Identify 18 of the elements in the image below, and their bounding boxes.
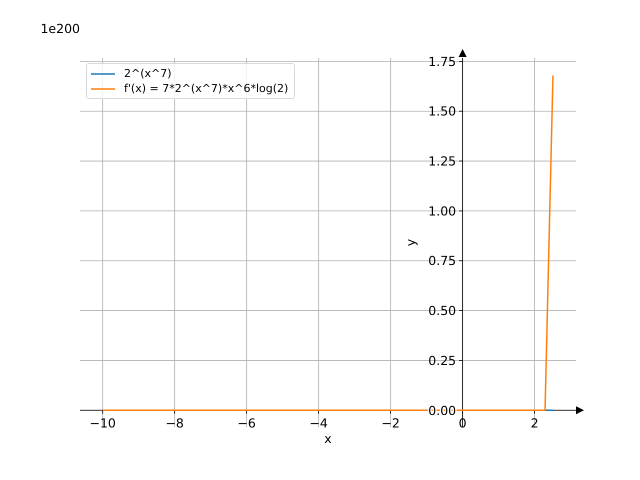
- x-tick-label: −6: [237, 415, 256, 430]
- y-axis-title: y: [403, 238, 418, 246]
- x-tick-label: 2: [530, 415, 539, 430]
- text: 1e200: [40, 21, 80, 36]
- legend-label: f'(x) = 7*2^(x^7)*x^6*log(2): [124, 81, 288, 96]
- y-tick-label: 0.50: [428, 303, 456, 318]
- y-tick-label: 1.25: [428, 154, 456, 169]
- x-tick-label: −8: [165, 415, 184, 430]
- x-tick-label: −4: [309, 415, 328, 430]
- x-tick-label: −10: [89, 415, 116, 430]
- y-tick-label: 1.00: [428, 203, 456, 218]
- y-tick-label: 0.25: [428, 352, 456, 368]
- legend-label: 2^(x^7): [124, 66, 172, 81]
- y-tick-label: 0.75: [428, 253, 456, 268]
- y-tick-label: 1.50: [428, 104, 456, 119]
- x-tick-label: −2: [381, 415, 400, 430]
- y-tick-label: 1.75: [428, 54, 456, 69]
- x-axis-title: x: [324, 431, 332, 446]
